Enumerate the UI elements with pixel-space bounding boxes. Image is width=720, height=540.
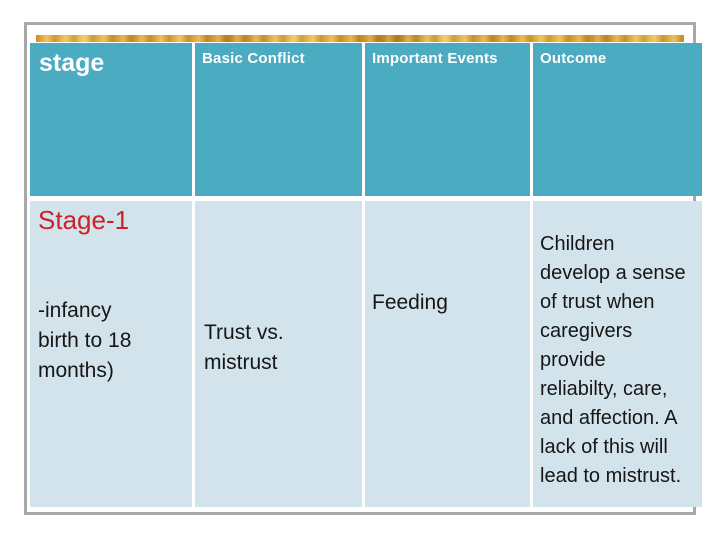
cell-stage: Stage-1 -infancy birth to 18 months) [30,201,192,507]
important-events-text: Feeding [372,291,448,314]
column-header-basic-conflict: Basic Conflict [195,43,362,196]
column-header-stage: stage [30,43,192,196]
column-header-stage-label: stage [39,49,105,77]
gold-accent-bar [36,35,684,42]
column-header-outcome: Outcome [533,43,702,196]
cell-important-events: Feeding [365,201,530,507]
stage-detail-text: -infancy birth to 18 months) [38,299,132,382]
column-header-important-events-label: Important Events [372,50,498,67]
basic-conflict-text: Trust vs. mistrust [204,321,284,374]
cell-outcome: Children develop a sense of trust when c… [533,201,702,507]
column-header-outcome-label: Outcome [540,50,607,67]
stage-title-text: Stage-1 [38,205,130,235]
stages-table: stage Basic Conflict Important Events Ou… [30,43,702,507]
column-header-basic-conflict-label: Basic Conflict [202,50,305,67]
outcome-text: Children develop a sense of trust when c… [540,233,686,487]
column-header-important-events: Important Events [365,43,530,196]
cell-basic-conflict: Trust vs. mistrust [195,201,362,507]
